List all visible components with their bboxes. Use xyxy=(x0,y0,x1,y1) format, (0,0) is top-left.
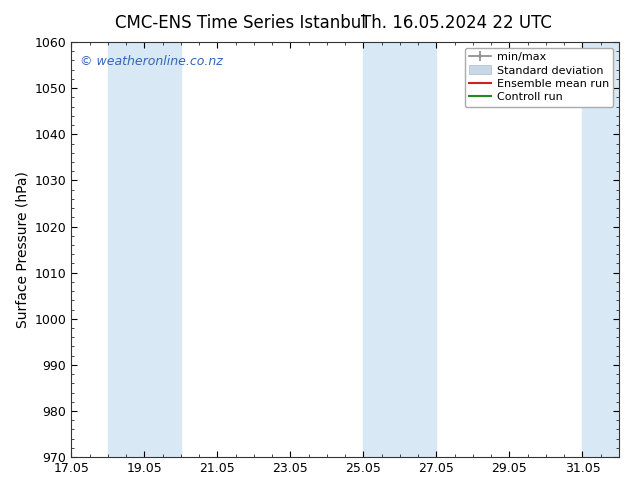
Text: Th. 16.05.2024 22 UTC: Th. 16.05.2024 22 UTC xyxy=(361,14,552,32)
Bar xyxy=(363,42,436,457)
Legend: min/max, Standard deviation, Ensemble mean run, Controll run: min/max, Standard deviation, Ensemble me… xyxy=(465,48,614,107)
Text: CMC-ENS Time Series Istanbul: CMC-ENS Time Series Istanbul xyxy=(115,14,366,32)
Y-axis label: Surface Pressure (hPa): Surface Pressure (hPa) xyxy=(15,171,29,328)
Bar xyxy=(583,42,634,457)
Bar xyxy=(108,42,181,457)
Text: © weatheronline.co.nz: © weatheronline.co.nz xyxy=(79,54,223,68)
